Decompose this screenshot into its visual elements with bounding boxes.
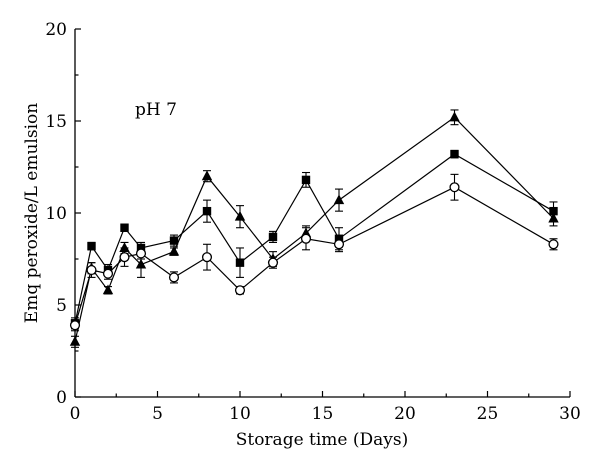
series-square-filled <box>70 149 558 330</box>
y-tick-label: 0 <box>56 388 67 408</box>
data-point-circle <box>333 239 345 250</box>
data-point-triangle <box>548 212 559 223</box>
data-point-triangle <box>449 111 460 122</box>
data-point-circle <box>102 268 114 279</box>
data-point-square <box>235 258 245 267</box>
data-point-circle <box>69 320 81 331</box>
data-point-triangle <box>201 170 213 181</box>
x-tick-label: 5 <box>152 404 163 424</box>
x-tick-label: 20 <box>394 404 416 424</box>
data-point-triangle <box>102 284 114 295</box>
data-point-circle <box>135 248 147 259</box>
data-point-triangle <box>168 245 180 256</box>
series-layer <box>69 109 559 348</box>
data-point-triangle <box>119 242 130 252</box>
data-point-circle <box>201 252 213 263</box>
data-point-circle <box>168 272 180 283</box>
y-tick-label: 20 <box>45 20 67 40</box>
plot-area <box>74 29 570 398</box>
data-point-triangle <box>234 210 246 221</box>
data-point-square <box>202 206 212 216</box>
data-point-triangle <box>333 194 345 205</box>
y-tick-label: 10 <box>45 204 67 224</box>
data-point-square <box>301 175 311 185</box>
series-circle-open <box>69 173 559 332</box>
data-point-square <box>120 223 129 232</box>
y-axis-ticks: 0 5 10 15 20 <box>45 20 81 408</box>
series-line <box>74 116 554 342</box>
data-point-square <box>87 241 96 251</box>
series-triangle-filled <box>69 109 559 348</box>
ph-annotation: pH 7 <box>135 100 177 120</box>
data-point-square <box>450 149 459 159</box>
x-tick-label: 15 <box>312 404 334 424</box>
x-axis-title: Storage time (Days) <box>236 430 409 450</box>
series-line <box>74 186 554 326</box>
data-point-triangle <box>69 336 81 346</box>
data-point-circle <box>267 257 279 268</box>
data-point-circle <box>234 285 246 296</box>
data-point-circle <box>548 239 559 250</box>
data-point-square <box>268 232 278 242</box>
y-tick-label: 15 <box>45 112 67 132</box>
data-point-circle <box>119 252 130 263</box>
x-tick-label: 0 <box>70 404 81 424</box>
x-tick-label: 25 <box>477 404 499 424</box>
y-tick-label: 5 <box>56 296 67 316</box>
y-axis-title: Emq peroxide/L emulsion <box>22 103 42 323</box>
series-line <box>74 153 554 324</box>
data-point-circle <box>449 182 460 193</box>
data-point-circle <box>86 264 97 276</box>
x-tick-label: 30 <box>559 404 581 424</box>
data-point-square <box>169 236 179 245</box>
data-point-triangle <box>135 258 147 269</box>
x-axis-ticks: 0 5 10 15 20 25 30 <box>70 391 581 424</box>
x-tick-label: 10 <box>229 404 251 424</box>
data-point-circle <box>300 233 312 244</box>
